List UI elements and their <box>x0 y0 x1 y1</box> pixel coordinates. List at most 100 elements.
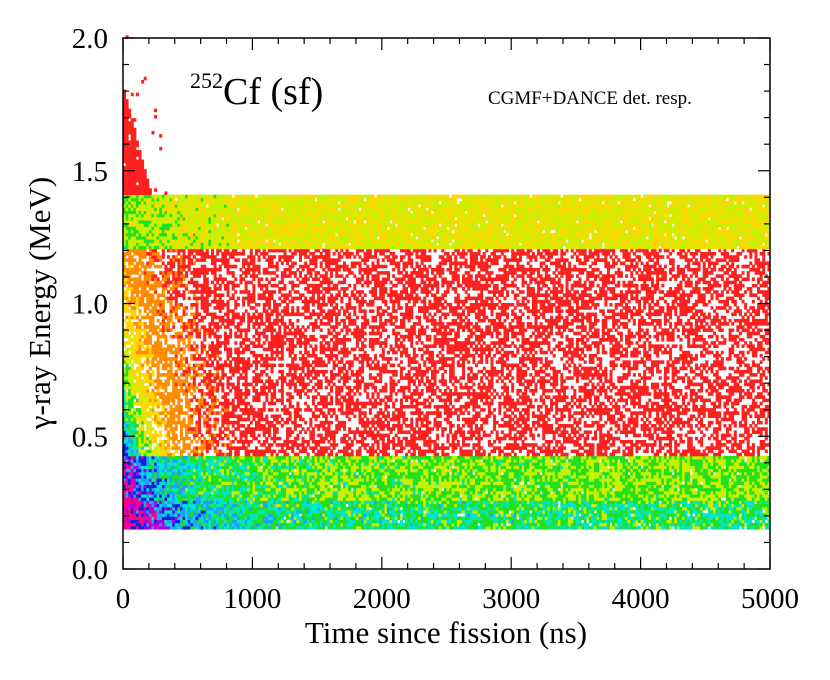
heatmap-cell <box>130 455 134 460</box>
heatmap-cell <box>234 258 238 262</box>
heatmap-cell <box>226 338 230 342</box>
heatmap-cell <box>151 274 155 278</box>
heatmap-cell <box>161 404 165 409</box>
heatmap-cell <box>208 302 212 307</box>
heatmap-cell <box>154 341 158 345</box>
heatmap-cell <box>236 245 240 250</box>
heatmap-cell <box>135 140 139 145</box>
heatmap-cell <box>236 420 240 425</box>
heatmap-cell <box>200 216 204 221</box>
heatmap-cell <box>174 408 178 412</box>
heatmap-cell <box>270 245 274 250</box>
heatmap-cell <box>205 223 209 227</box>
heatmap-cell <box>221 452 225 457</box>
heatmap-cell <box>213 296 217 301</box>
heatmap-cell <box>169 459 173 463</box>
heatmap-cell <box>179 490 183 495</box>
heatmap-cell <box>148 232 152 237</box>
heatmap-cell <box>133 338 137 342</box>
heatmap-cell <box>164 452 168 457</box>
heatmap-cell <box>247 267 251 272</box>
heatmap-cell <box>128 236 132 240</box>
heatmap-cell <box>195 258 199 262</box>
heatmap-cell <box>192 382 196 387</box>
heatmap-cell <box>210 280 214 285</box>
heatmap-cell <box>213 401 217 406</box>
heatmap-cell <box>123 436 126 441</box>
heatmap-cell <box>141 213 145 218</box>
heatmap-cell <box>125 226 129 231</box>
heatmap-cell <box>141 251 145 256</box>
heatmap-cell <box>210 267 214 272</box>
heatmap-cell <box>185 446 189 450</box>
heatmap-cell <box>216 525 220 530</box>
heatmap-cell <box>273 478 277 482</box>
heatmap-cell <box>249 229 253 234</box>
heatmap-cell <box>133 201 137 205</box>
heatmap-cell <box>159 328 163 333</box>
heatmap-cell <box>244 366 248 371</box>
heatmap-cell <box>247 471 251 476</box>
heatmap-cell <box>174 446 178 450</box>
heatmap-cell <box>226 525 230 530</box>
heatmap-cell <box>203 522 207 527</box>
heatmap-cell <box>200 439 204 444</box>
heatmap-cell <box>133 417 137 422</box>
heatmap-cell <box>210 350 214 355</box>
heatmap-cell <box>185 398 189 403</box>
heatmap-cell <box>262 341 266 345</box>
heatmap-cell <box>257 338 261 342</box>
heatmap-cell <box>125 306 129 310</box>
heatmap-cell <box>265 194 269 199</box>
heatmap-cell <box>213 236 217 240</box>
heatmap-cell <box>135 424 139 428</box>
heatmap-cell <box>159 306 163 310</box>
heatmap-cell <box>198 366 202 371</box>
heatmap-cell <box>260 459 264 463</box>
heatmap-cell <box>141 216 145 221</box>
heatmap-cell <box>133 175 137 180</box>
heatmap-cell <box>125 140 129 145</box>
heatmap-cell <box>236 465 240 470</box>
heatmap-cell <box>231 251 235 256</box>
heatmap-cell <box>123 388 126 393</box>
heatmap-cell <box>167 522 170 527</box>
heatmap-cell <box>242 210 246 215</box>
heatmap-cell <box>221 363 225 368</box>
heatmap-cell <box>223 478 227 482</box>
heatmap-cell <box>262 248 266 253</box>
heatmap-cell <box>265 360 269 364</box>
heatmap-cell <box>174 382 178 387</box>
heatmap-cell <box>159 519 163 524</box>
heatmap-cell <box>270 226 274 231</box>
heatmap-cell <box>195 513 199 517</box>
heatmap-cell <box>198 194 202 199</box>
heatmap-cell <box>169 299 173 304</box>
heatmap-cell <box>161 216 165 221</box>
heatmap-cell <box>262 226 266 231</box>
heatmap-cell <box>244 459 248 463</box>
heatmap-cell <box>190 462 194 466</box>
heatmap-cell <box>177 207 181 211</box>
heatmap-cell <box>273 449 277 454</box>
heatmap-cell <box>192 373 196 377</box>
heatmap-cell <box>125 347 129 352</box>
heatmap-cell <box>146 251 150 256</box>
heatmap-cell <box>185 411 189 415</box>
heatmap-cell <box>231 264 235 269</box>
heatmap-cell <box>154 264 158 269</box>
heatmap-cell <box>231 280 235 285</box>
heatmap-cell <box>249 516 253 521</box>
heatmap-cell <box>143 478 147 482</box>
heatmap-cell <box>244 500 248 505</box>
heatmap-cell <box>123 481 126 485</box>
heatmap-cell <box>161 500 165 505</box>
heatmap-cell <box>198 382 202 387</box>
heatmap-cell <box>254 360 258 364</box>
heatmap-cell <box>249 226 253 231</box>
heatmap-cell <box>239 459 243 463</box>
heatmap-cell <box>249 455 253 460</box>
heatmap-cell <box>151 459 155 463</box>
heatmap-cell <box>254 197 258 202</box>
heatmap-cell <box>190 459 194 463</box>
